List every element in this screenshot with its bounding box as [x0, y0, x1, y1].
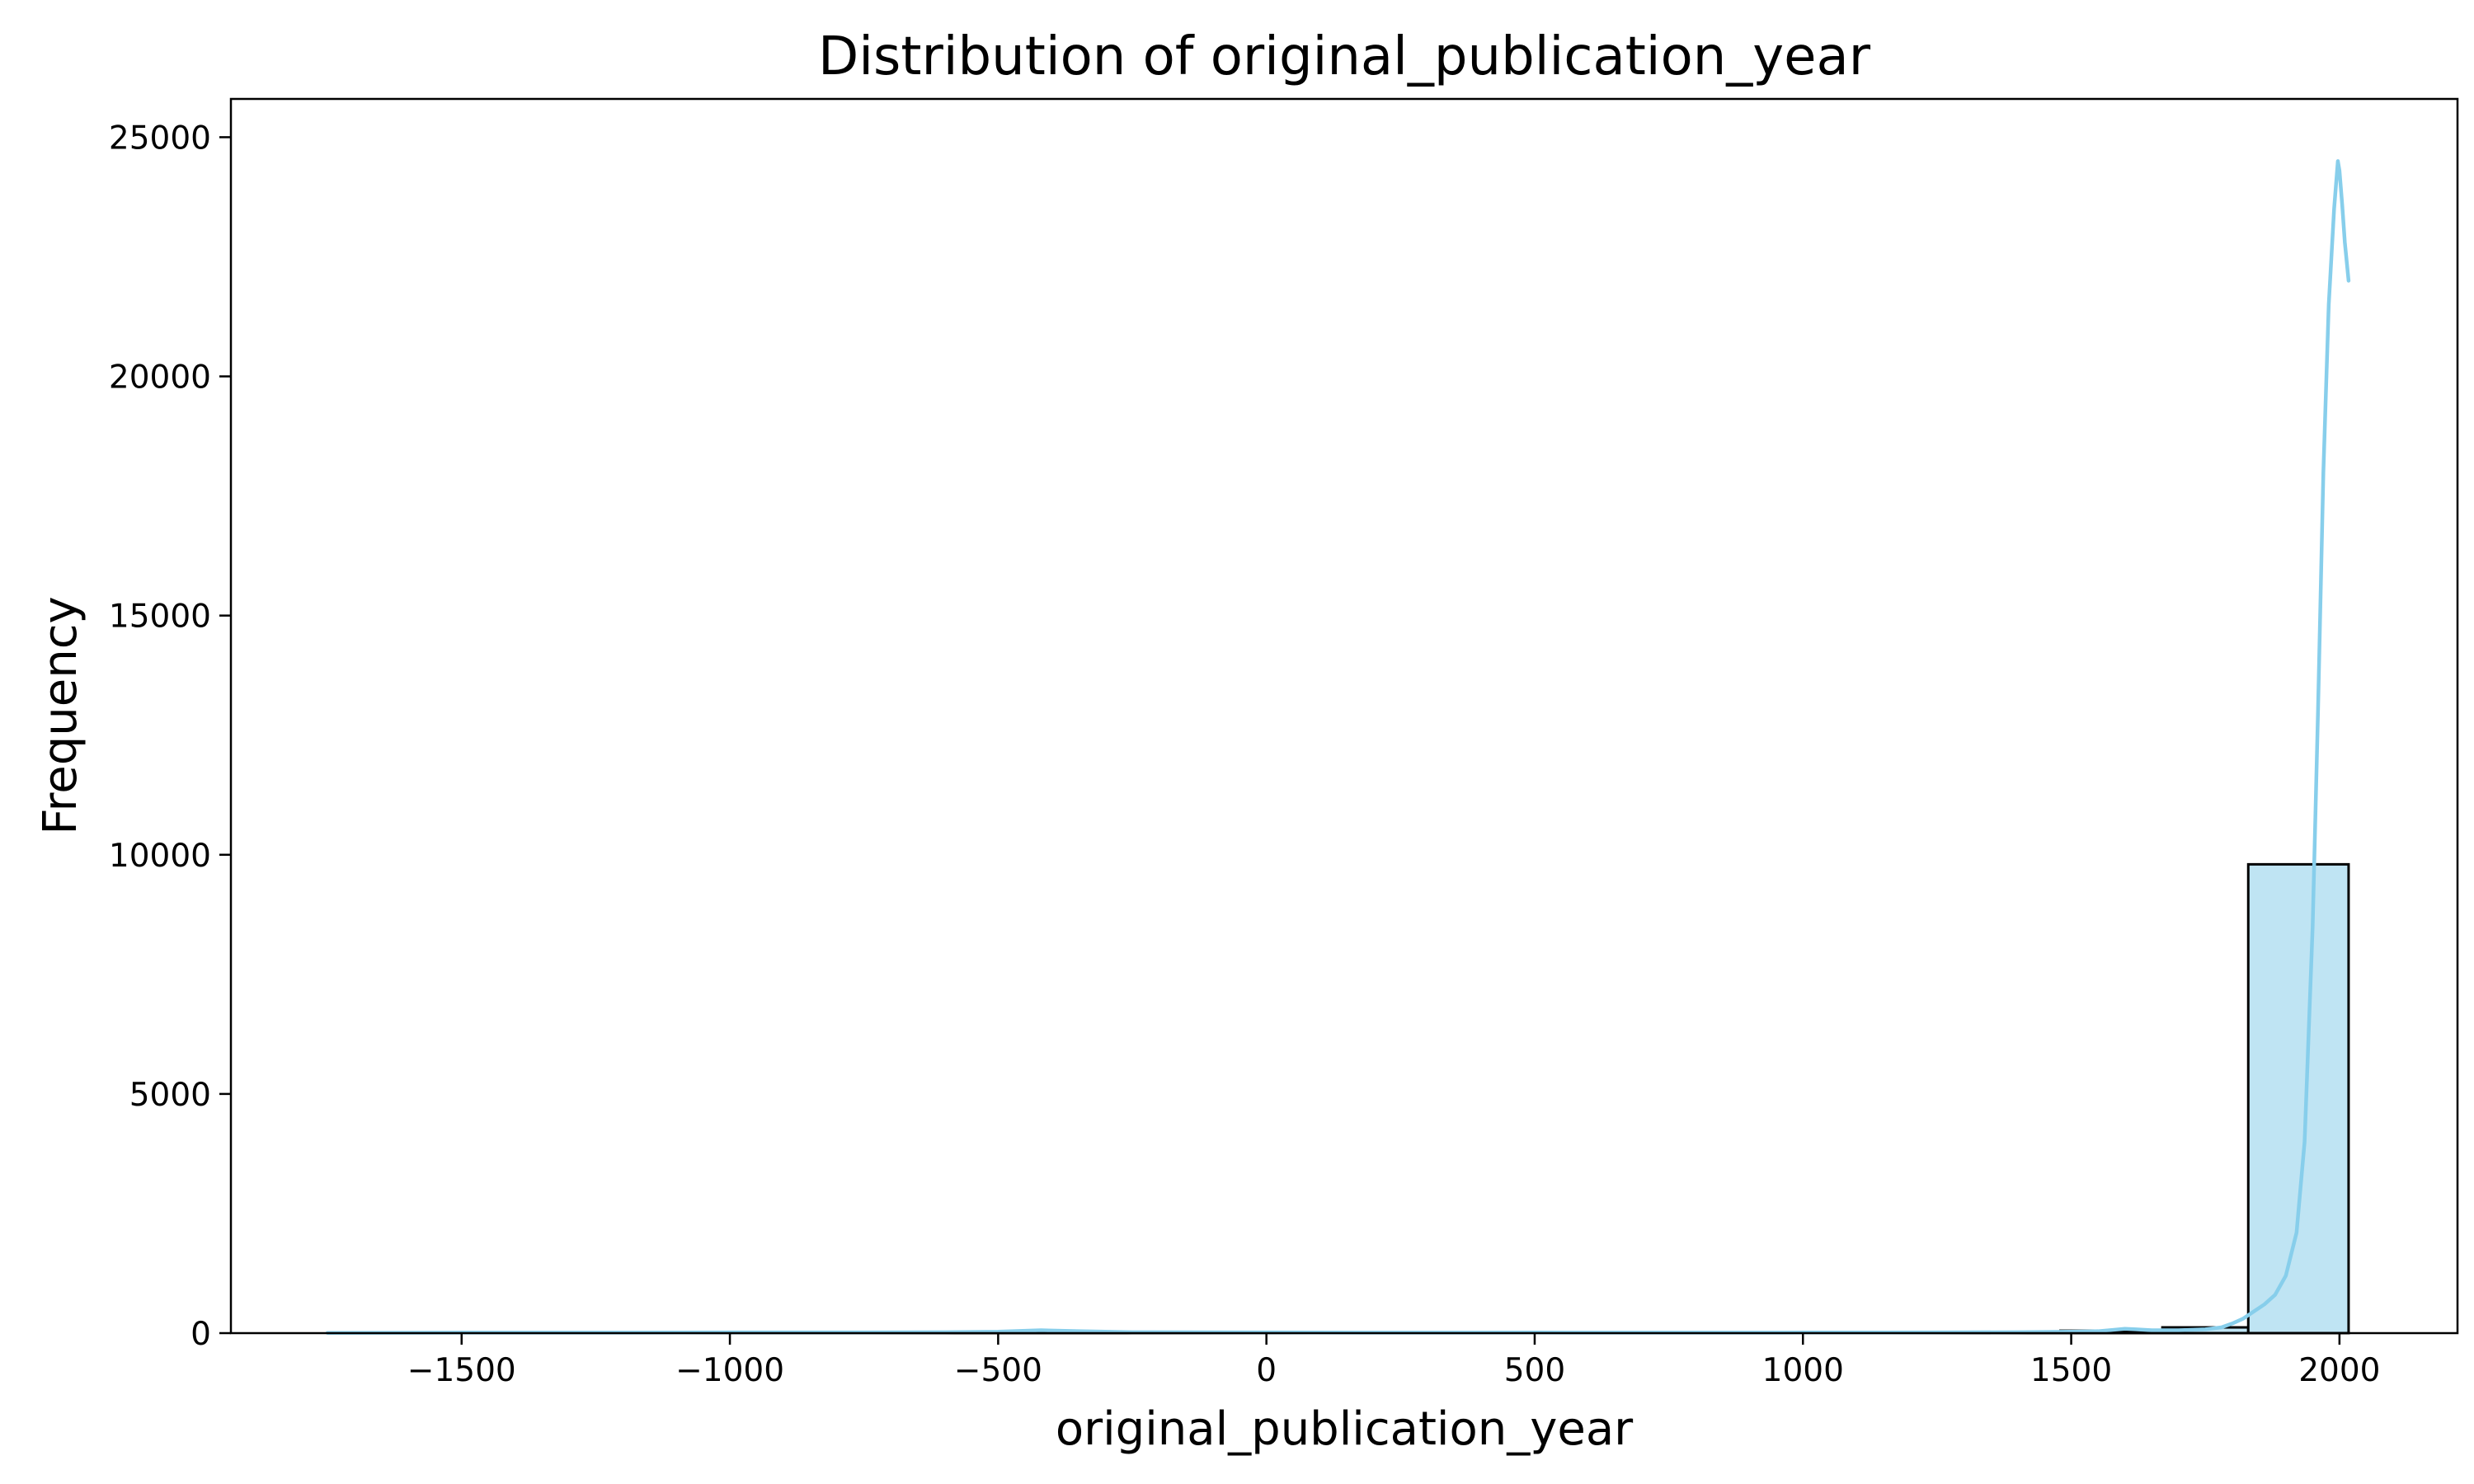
x-tick-label: −1000: [675, 1352, 784, 1389]
y-tick-label: 0: [190, 1316, 211, 1353]
x-tick-label: 500: [1504, 1352, 1565, 1389]
x-tick-label: 2000: [2298, 1352, 2380, 1389]
y-axis: 0 5000 10000 15000 20000 25000: [109, 120, 231, 1353]
kde-curve: [325, 159, 2351, 1335]
y-tick-label: 15000: [109, 599, 211, 636]
histogram-bar: [2246, 862, 2350, 1335]
y-tick-label: 25000: [109, 120, 211, 157]
y-axis-label: Frequency: [34, 596, 87, 834]
x-tick-label: 1500: [2030, 1352, 2112, 1389]
y-tick-label: 5000: [129, 1077, 211, 1114]
y-tick-label: 10000: [109, 838, 211, 875]
bars-layer: [326, 862, 2350, 1335]
y-tick-label: 20000: [109, 359, 211, 397]
chart-title: Distribution of original_publication_yea…: [818, 26, 1871, 87]
x-axis-label: original_publication_year: [1056, 1402, 1634, 1456]
x-tick-label: 1000: [1762, 1352, 1844, 1389]
x-tick-label: −500: [954, 1352, 1042, 1389]
x-tick-label: 0: [1256, 1352, 1277, 1389]
x-axis: −1500 −1000 −500 0 500 1000 1500 2000: [407, 1333, 2381, 1389]
kde-layer: [325, 159, 2351, 1335]
plot-area-frame: [229, 97, 2459, 1335]
x-tick-label: −1500: [407, 1352, 516, 1389]
